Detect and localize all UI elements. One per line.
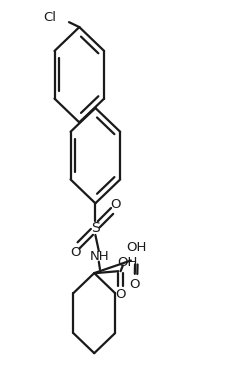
Text: O: O (70, 245, 80, 259)
Text: NH: NH (90, 250, 109, 263)
Text: OH: OH (126, 241, 146, 254)
Text: O: O (110, 198, 120, 210)
Text: O: O (115, 288, 125, 301)
Text: Cl: Cl (43, 11, 56, 24)
Text: OH: OH (116, 256, 137, 269)
Text: S: S (91, 221, 99, 235)
Text: O: O (128, 278, 139, 291)
